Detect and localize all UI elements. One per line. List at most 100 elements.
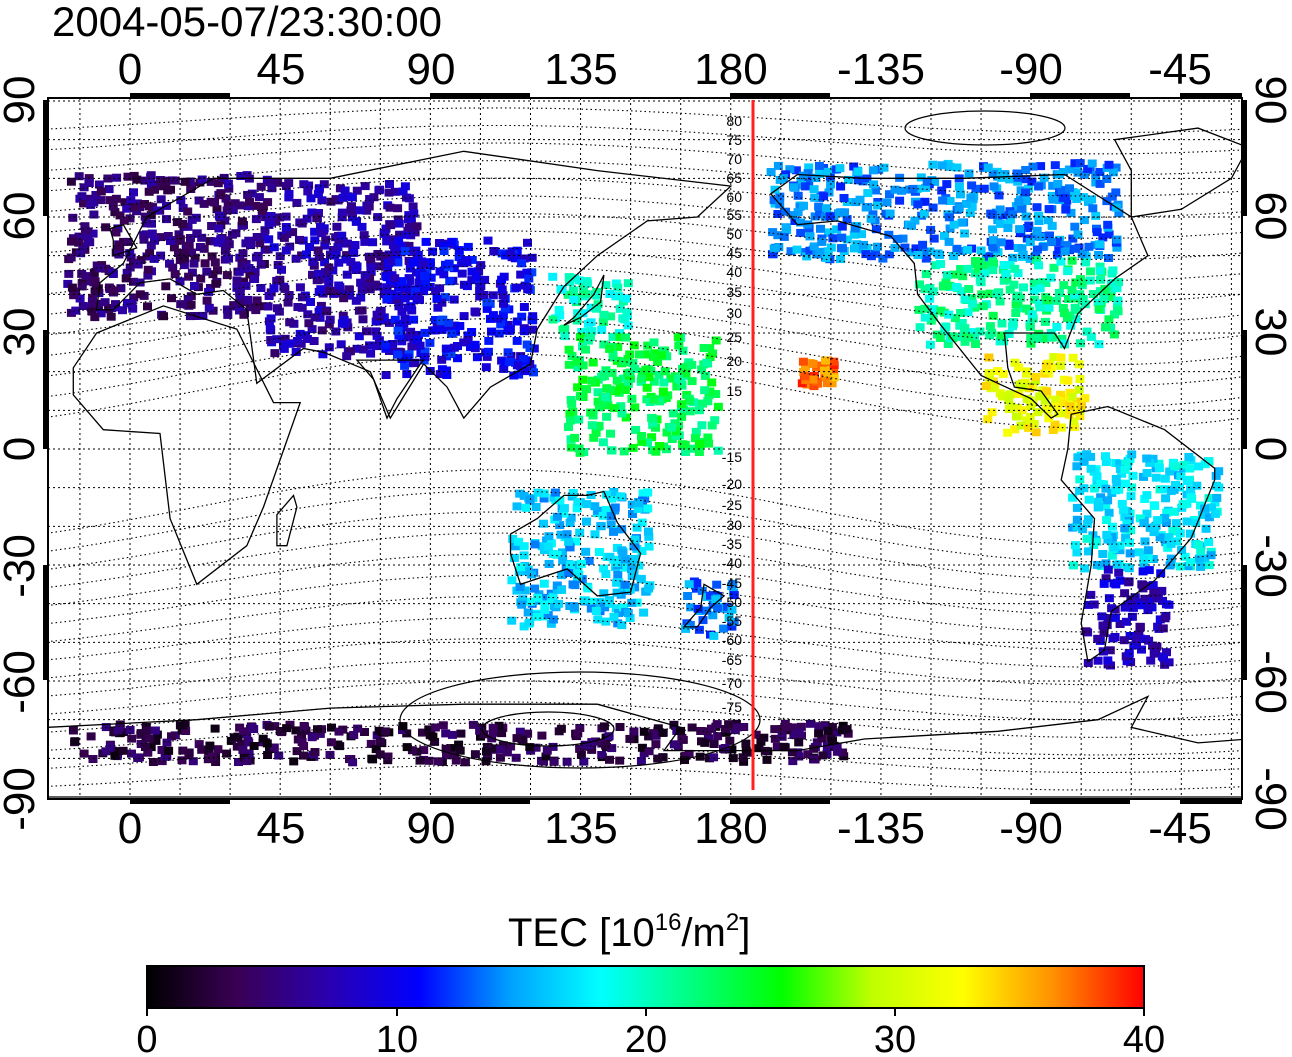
tec-cell: [575, 724, 585, 732]
tec-cell: [264, 722, 274, 731]
tec-cell: [281, 212, 291, 221]
tec-cell: [386, 257, 396, 266]
tec-cell: [552, 581, 562, 590]
tec-cell: [809, 744, 819, 753]
tec-cell: [678, 346, 688, 355]
tec-cell: [341, 255, 351, 264]
tec-cell: [525, 743, 535, 752]
tec-cell: [773, 210, 783, 218]
tec-cell: [591, 607, 601, 615]
tec-cell: [314, 253, 324, 261]
tec-cell: [648, 414, 658, 423]
tec-cell: [986, 209, 996, 218]
right-latitude-label: -60: [1246, 650, 1292, 714]
tec-cell: [633, 504, 643, 513]
tec-cell: [252, 233, 262, 241]
tec-cell: [835, 164, 845, 173]
tec-cell: [685, 396, 695, 405]
tec-cell: [381, 224, 391, 233]
tec-cell: [1052, 322, 1062, 331]
tec-cell: [872, 242, 882, 251]
tec-cell: [234, 267, 244, 276]
tec-cell: [444, 259, 454, 268]
tec-cell: [1124, 578, 1134, 587]
tec-cell: [618, 314, 628, 323]
tec-cell: [569, 295, 579, 304]
tec-cell: [1093, 656, 1103, 665]
tec-cell: [1185, 464, 1195, 473]
tec-cell: [582, 500, 592, 509]
tec-cell: [384, 188, 394, 197]
tec-cell: [705, 344, 715, 353]
tec-cell: [402, 370, 412, 379]
tec-cell: [310, 236, 320, 245]
tec-cell: [393, 204, 403, 213]
tec-cell: [852, 240, 862, 249]
tec-cell: [527, 253, 537, 262]
tec-cell: [668, 409, 678, 418]
tec-cell: [337, 208, 347, 217]
tec-cell: [955, 321, 965, 330]
tec-cell: [394, 283, 404, 292]
tec-cell: [1013, 269, 1023, 278]
tec-cell: [945, 281, 955, 290]
tec-cell: [113, 726, 123, 735]
tec-cell: [187, 215, 197, 224]
tec-cell: [643, 438, 652, 447]
tec-cell: [210, 258, 220, 267]
tec-cell: [640, 350, 650, 359]
tec-cell: [519, 303, 529, 311]
tec-cell: [1052, 296, 1061, 305]
tec-cell: [487, 327, 496, 336]
tec-cell: [651, 740, 661, 749]
tec-cell: [775, 175, 785, 184]
tec-cell: [695, 752, 705, 761]
tec-cell: [549, 493, 559, 502]
tec-cell: [608, 353, 618, 362]
tec-cell: [940, 231, 949, 240]
tec-cell: [133, 754, 143, 762]
tec-cell: [915, 323, 925, 332]
tec-cell: [595, 403, 604, 412]
tec-cell: [1102, 175, 1112, 183]
tec-cell: [408, 258, 418, 267]
tec-cell: [1127, 612, 1137, 621]
tec-cell: [355, 206, 365, 215]
tec-cell: [871, 225, 881, 234]
top-longitude-label: -45: [1148, 45, 1212, 94]
tec-cell: [704, 734, 713, 743]
tec-cell: [802, 252, 812, 261]
tec-cell: [837, 222, 847, 231]
tec-cell: [519, 551, 529, 560]
tec-cell: [607, 446, 617, 455]
tec-cell: [935, 334, 945, 342]
tec-cell: [625, 368, 635, 377]
tec-cell: [964, 333, 974, 342]
coastline: [355, 359, 426, 420]
tec-cell: [86, 200, 96, 209]
tec-cell: [1149, 501, 1159, 510]
tec-cell: [281, 246, 291, 255]
magnetic-latitude-label: 80: [726, 113, 742, 129]
tec-cell: [884, 230, 894, 239]
tec-cell: [793, 208, 803, 217]
tec-cell: [602, 412, 612, 421]
tec-cell: [1150, 522, 1160, 531]
tec-cell: [1154, 464, 1164, 473]
tec-cell: [174, 236, 184, 245]
tec-cell: [317, 196, 327, 205]
tec-cell: [406, 231, 416, 240]
coastline: [48, 695, 1242, 798]
tec-cell: [413, 292, 423, 301]
tec-cell: [920, 197, 930, 206]
tec-cell: [1068, 353, 1078, 362]
tec-cell: [358, 315, 368, 324]
tec-cell: [691, 434, 700, 443]
tec-cell: [822, 379, 832, 388]
tec-cell: [297, 293, 307, 302]
tec-cell: [1196, 562, 1206, 571]
tec-cell: [832, 742, 842, 751]
tec-cell: [820, 212, 830, 221]
tec-cell: [1106, 293, 1116, 302]
tec-cell: [178, 219, 188, 228]
